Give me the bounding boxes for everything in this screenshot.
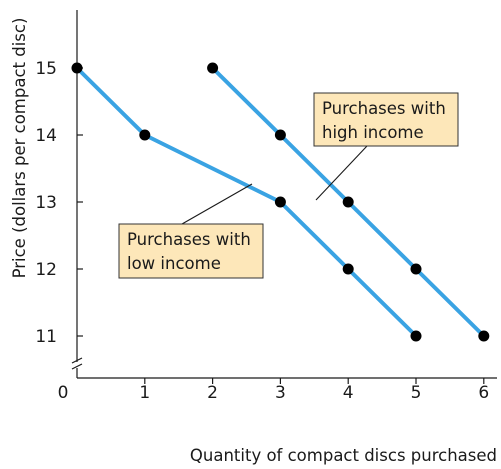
axes bbox=[71, 10, 497, 384]
low-income-data-point bbox=[342, 263, 354, 275]
low-income-leader-line bbox=[181, 183, 253, 225]
low-income-data-point bbox=[139, 129, 151, 141]
x-tick-label: 1 bbox=[139, 383, 150, 403]
axis-break-mark bbox=[71, 357, 83, 364]
low-income-data-point bbox=[71, 62, 83, 74]
high-income-data-point bbox=[274, 129, 286, 141]
annotations: Purchases with high income Purchases with l… bbox=[118, 92, 459, 279]
annotation-leaders bbox=[181, 145, 368, 225]
low-income-annotation-text: Purchases with bbox=[127, 230, 251, 249]
y-axis-label: Price (dollars per compact disc) bbox=[10, 18, 29, 279]
y-tick-label: 15 bbox=[35, 59, 57, 79]
high-income-annotation-text: Purchases with bbox=[322, 99, 446, 118]
x-axis-label: Quantity of compact discs purchased bbox=[190, 446, 497, 465]
high-income-annotation-text: high income bbox=[322, 123, 424, 142]
high-income-data-point bbox=[410, 263, 422, 275]
y-tick-label: 14 bbox=[35, 126, 57, 146]
high-income-data-point bbox=[478, 330, 490, 342]
y-tick-label: 12 bbox=[35, 260, 57, 280]
axis-break-mark bbox=[71, 363, 83, 370]
y-tick-label: 13 bbox=[35, 193, 57, 213]
y-tick-label: 11 bbox=[35, 327, 57, 347]
x-tick-label: 4 bbox=[343, 383, 354, 403]
x-tick-label: 0 bbox=[58, 383, 69, 403]
x-tick-label: 5 bbox=[411, 383, 422, 403]
high-income-data-point bbox=[342, 196, 354, 208]
high-income-data-point bbox=[207, 62, 219, 74]
x-tick-label: 3 bbox=[275, 383, 286, 403]
high-income-leader-line bbox=[315, 145, 368, 201]
low-income-data-point bbox=[274, 196, 286, 208]
low-income-data-point bbox=[410, 330, 422, 342]
high-income-annotation-box bbox=[313, 92, 459, 147]
series-markers bbox=[71, 62, 490, 342]
low-income-annotation-box bbox=[118, 223, 264, 279]
x-tick-label: 6 bbox=[478, 383, 489, 403]
x-tick-label: 2 bbox=[207, 383, 218, 403]
low-income-annotation-text: low income bbox=[127, 254, 221, 273]
